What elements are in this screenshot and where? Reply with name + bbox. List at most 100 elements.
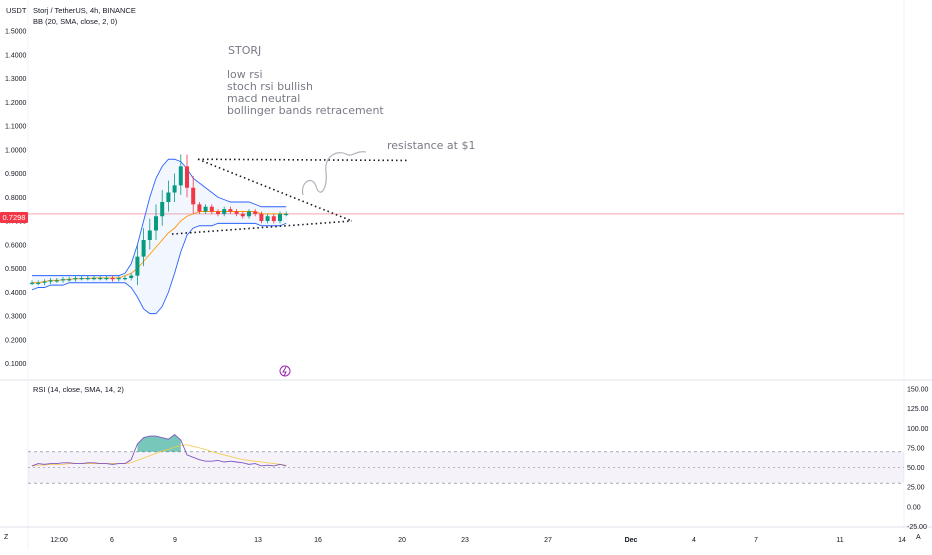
price-pane[interactable] (28, 151, 904, 377)
candle[interactable] (253, 211, 258, 214)
candle[interactable] (216, 211, 220, 214)
candle[interactable] (278, 213, 282, 221)
note-line-4[interactable]: bollinger bands retracement (227, 104, 384, 117)
rsi-tick-label: 100.00 (907, 426, 929, 433)
triangle-upper-line[interactable] (197, 158, 353, 222)
candle[interactable] (209, 206, 214, 212)
resistance-note[interactable]: resistance at $1 (387, 139, 476, 152)
timezone-toggle[interactable]: Z (4, 534, 9, 541)
bb-lower-line[interactable] (31, 222, 287, 315)
time-tick-label: 4 (692, 537, 696, 544)
candle[interactable] (160, 202, 165, 217)
candle[interactable] (166, 192, 171, 203)
price-tick-label: 0.1000 (5, 361, 27, 368)
candle[interactable] (265, 216, 270, 221)
symbol-title[interactable]: Storj / TetherUS, 4h, BINANCE (33, 6, 136, 15)
bb-fill (32, 159, 287, 314)
time-tick-label: 14 (898, 537, 906, 544)
rsi-tick-label: 50.00 (907, 465, 925, 472)
bb-upper-line[interactable] (32, 158, 287, 277)
note-line-1[interactable]: low rsi (227, 68, 263, 81)
candle[interactable] (79, 278, 84, 280)
rsi-tick-label: -25.00 (907, 524, 927, 531)
time-tick-label: Dec (625, 537, 638, 544)
price-tick-label: 0.9000 (5, 171, 27, 178)
rsi-overbought-fill (137, 434, 181, 452)
candle[interactable] (85, 278, 90, 280)
time-tick-label: 27 (544, 537, 552, 544)
candle[interactable] (36, 282, 41, 284)
candle[interactable] (247, 211, 251, 217)
candle[interactable] (67, 279, 72, 281)
rsi-line[interactable] (31, 433, 287, 467)
lightning-icon (282, 366, 287, 377)
candle[interactable] (147, 230, 152, 241)
candle[interactable] (228, 209, 233, 212)
note-line-2[interactable]: stoch rsi bullish (227, 80, 313, 93)
candle[interactable] (135, 256, 140, 276)
candle[interactable] (240, 213, 245, 217)
note-line-3[interactable]: macd neutral (227, 92, 301, 105)
candle[interactable] (42, 281, 47, 283)
event-marker-icon[interactable] (279, 365, 291, 377)
candle[interactable] (123, 278, 127, 280)
rsi-tick-label: 75.00 (907, 445, 925, 452)
candle[interactable] (284, 213, 289, 216)
candle[interactable] (61, 279, 65, 281)
squiggle-drawing[interactable] (301, 151, 367, 196)
time-tick-label: 9 (173, 537, 177, 544)
candle[interactable] (259, 213, 264, 221)
note-title[interactable]: STORJ (228, 44, 262, 57)
candle[interactable] (197, 204, 202, 212)
price-tick-label: 0.3000 (5, 314, 27, 321)
time-tick-label: 12:00 (50, 537, 68, 544)
axes: 1.5000 1.4000 1.3000 1.2000 1.1000 1.0000 0.90… (5, 29, 929, 545)
candle[interactable] (154, 216, 158, 231)
candle[interactable] (116, 278, 121, 280)
candle[interactable] (48, 280, 53, 282)
candle[interactable] (222, 209, 227, 214)
rsi-tick-label: 25.00 (907, 485, 925, 492)
candle[interactable] (30, 282, 34, 284)
price-tick-label: 1.0000 (5, 147, 27, 154)
currency-label[interactable]: USDT (6, 6, 27, 15)
candle[interactable] (110, 278, 115, 280)
rsi-pane[interactable] (28, 433, 904, 484)
price-tick-label: 1.1000 (5, 124, 27, 131)
candle[interactable] (129, 275, 134, 278)
time-tick-label: 23 (461, 537, 469, 544)
resistance-line[interactable] (197, 158, 408, 162)
candle[interactable] (191, 187, 196, 205)
time-tick-label: 13 (254, 537, 262, 544)
price-tick-label: 1.4000 (5, 52, 27, 59)
time-tick-label: 6 (110, 537, 114, 544)
price-tick-label: 1.5000 (5, 29, 27, 36)
candle[interactable] (203, 206, 208, 212)
price-tick-label: 0.5000 (5, 266, 27, 273)
candle[interactable] (98, 278, 103, 280)
candle[interactable] (92, 278, 96, 280)
auto-scale-toggle[interactable]: A (916, 534, 921, 541)
candle[interactable] (141, 240, 146, 257)
rsi-indicator-label[interactable]: RSI (14, close, SMA, 14, 2) (33, 385, 124, 394)
time-tick-label: 7 (754, 537, 758, 544)
price-tick-label: 1.2000 (5, 100, 27, 107)
price-tick-label: 0.8000 (5, 195, 27, 202)
candle[interactable] (73, 278, 78, 280)
time-tick-label: 16 (314, 537, 322, 544)
bb-indicator-label[interactable]: BB (20, SMA, close, 2, 0) (33, 17, 118, 26)
candle[interactable] (172, 185, 177, 193)
time-tick-label: 20 (398, 537, 406, 544)
rsi-tick-label: 0.00 (907, 504, 921, 511)
candle[interactable] (178, 166, 183, 186)
candle[interactable] (185, 166, 189, 188)
candle[interactable] (104, 278, 109, 280)
price-tick-label: 0.6000 (5, 242, 27, 249)
candle[interactable] (54, 280, 59, 282)
triangle-lower-line[interactable] (171, 220, 353, 235)
rsi-tick-label: 150.00 (907, 387, 929, 394)
candle[interactable] (234, 211, 239, 214)
candle[interactable] (271, 216, 276, 221)
